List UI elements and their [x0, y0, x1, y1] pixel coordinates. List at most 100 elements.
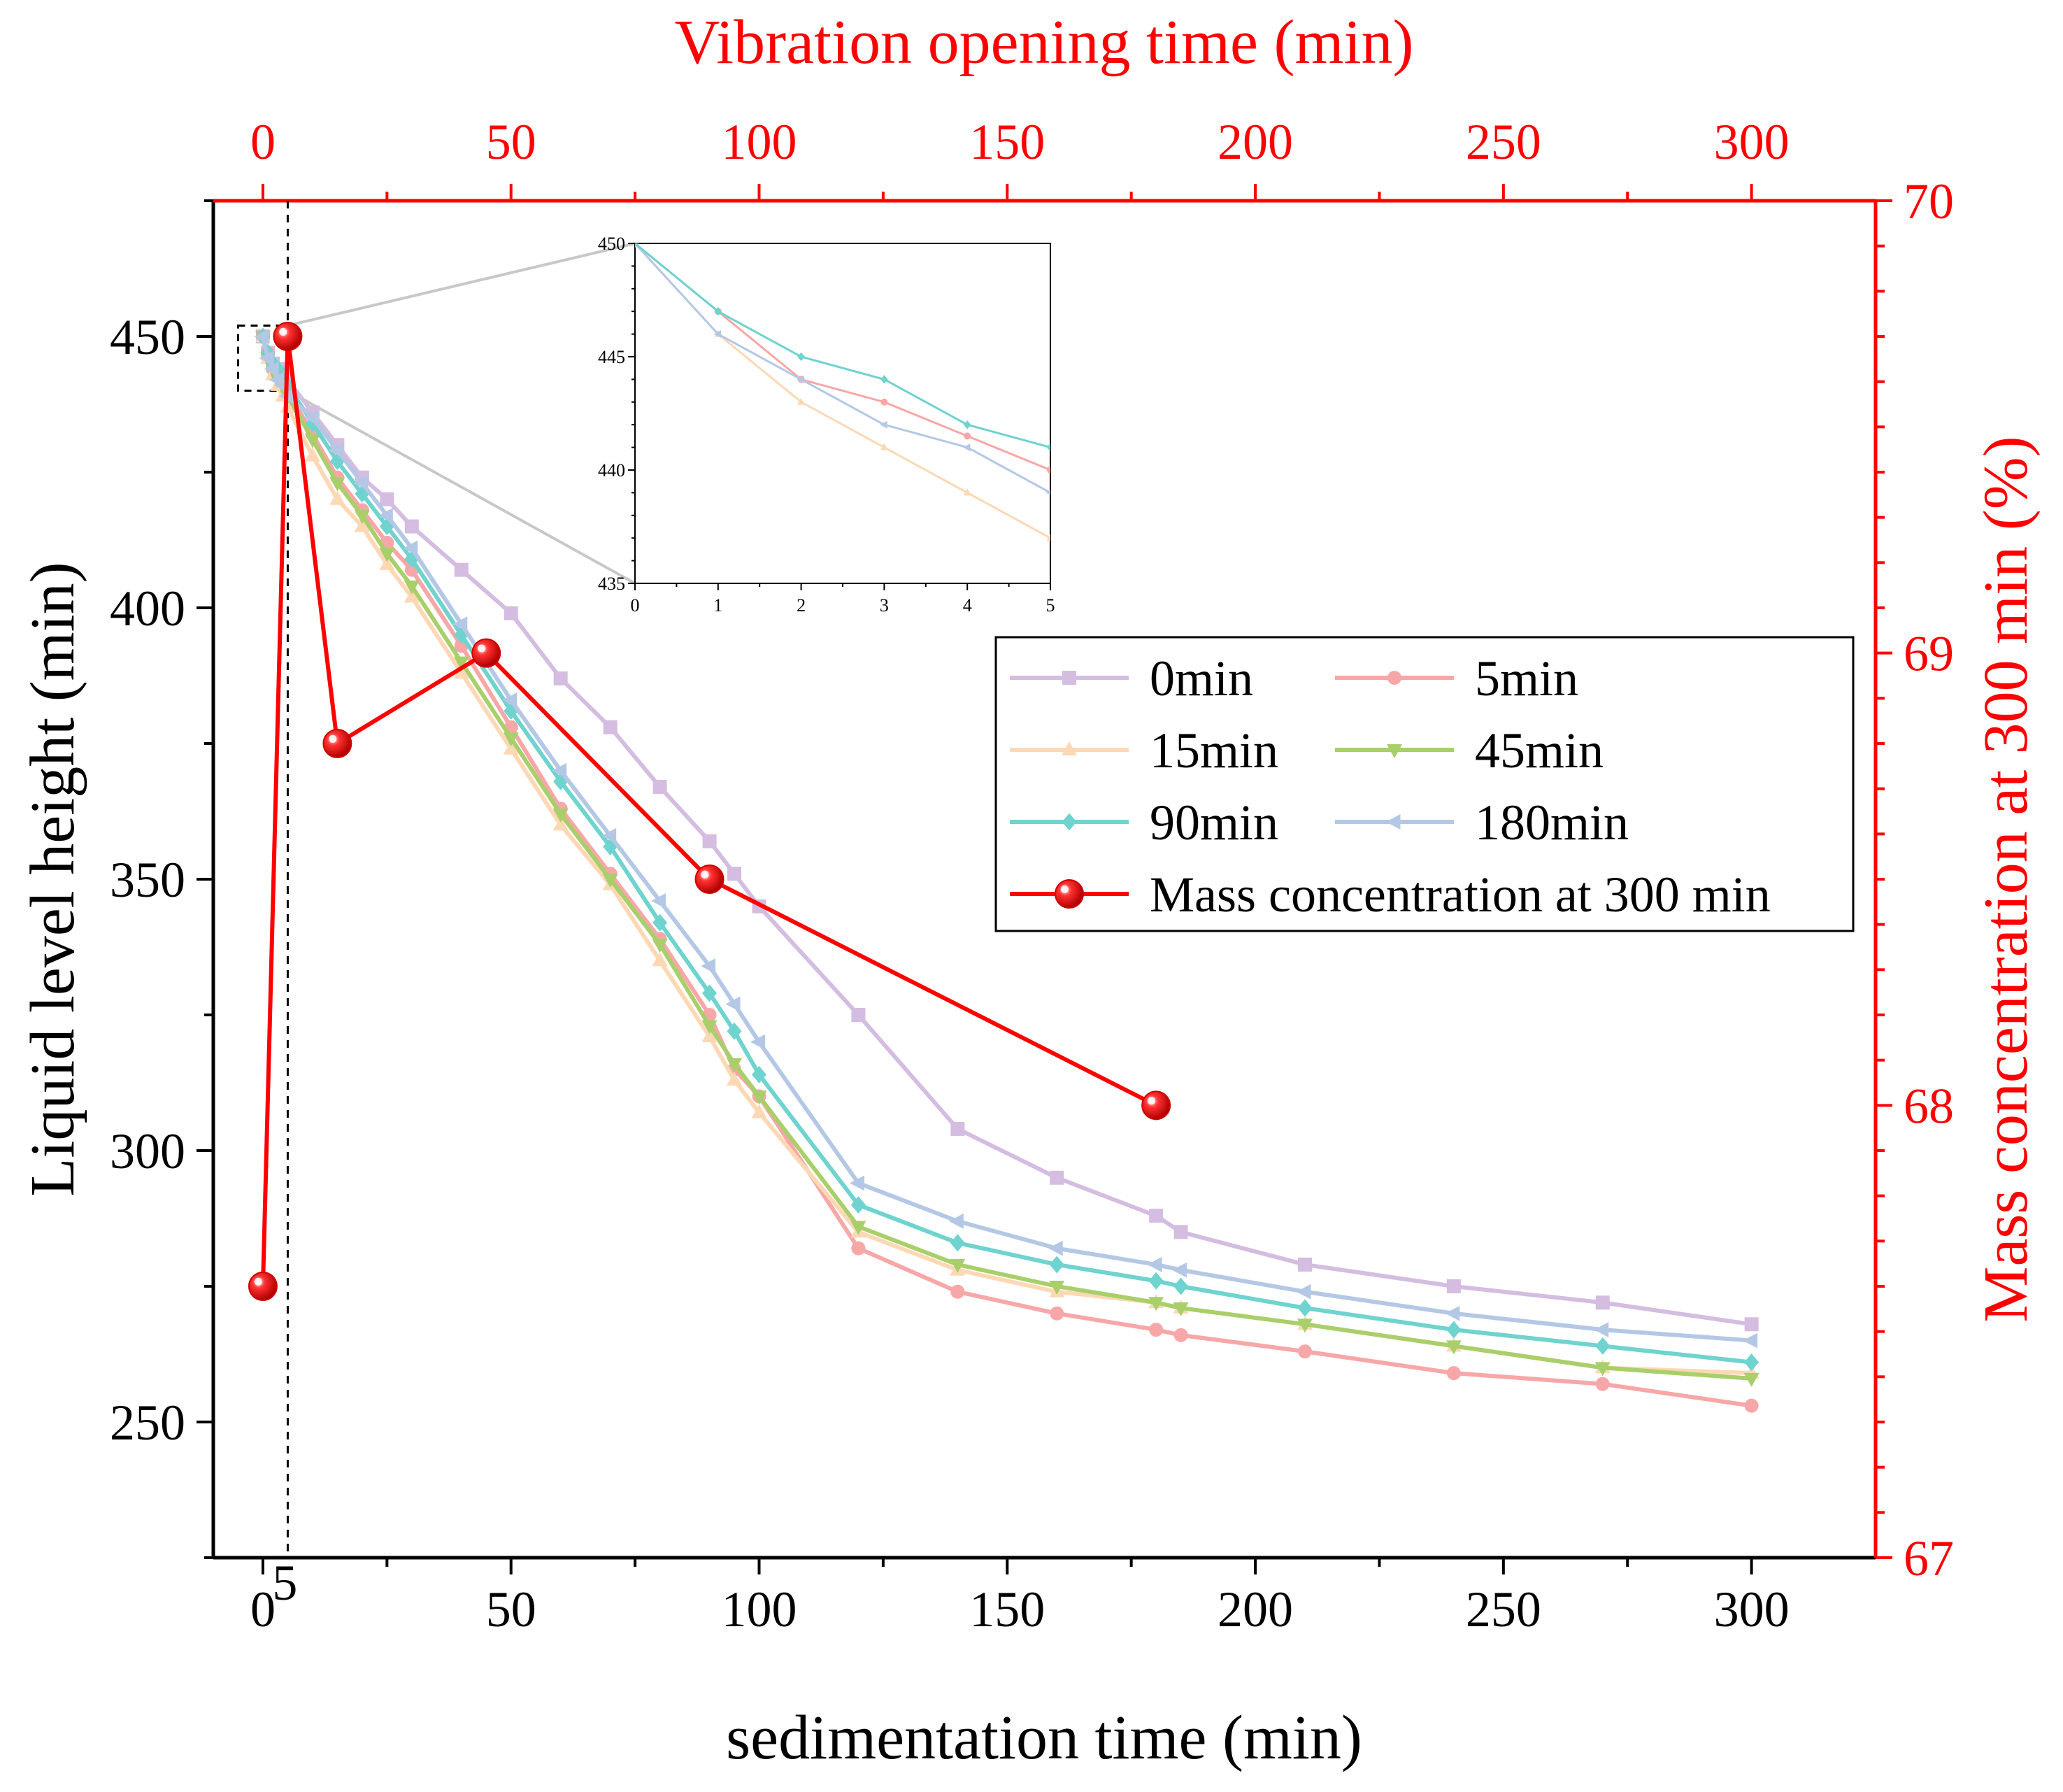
data-point-45min: [354, 510, 370, 525]
data-point-0min: [1595, 1295, 1610, 1310]
data-point-0min: [380, 492, 394, 506]
data-point-45min: [404, 580, 420, 595]
data-point-0min: [603, 720, 618, 734]
data-point-180min: [264, 361, 279, 377]
data-point-15min: [652, 952, 668, 967]
data-point-45min: [453, 656, 469, 671]
series-line-mass: [260, 336, 1157, 1287]
data-point-90min: [1744, 1353, 1759, 1372]
x-tick-label: 0: [250, 1581, 276, 1637]
data-point-0min: [851, 1008, 866, 1022]
legend-marker-mass: [1055, 879, 1084, 909]
data-point-45min: [552, 808, 569, 823]
data-point-180min: [254, 329, 269, 344]
data-point-mass: [694, 865, 724, 894]
inset-y-tick-label: 440: [598, 460, 625, 481]
data-point-0min: [1298, 1257, 1313, 1272]
legend-entry-mass: Mass concentration at 300 min: [1010, 867, 1771, 923]
data-point-5min: [1298, 1344, 1313, 1359]
inset-data-point-15min: [797, 397, 806, 405]
inset-y-tick-label: 435: [598, 574, 625, 594]
inset-data-point-90min: [797, 352, 805, 362]
legend-box: [994, 636, 1855, 932]
sphere-marker-body: [248, 1272, 278, 1301]
inset-x-tick-label: 3: [880, 595, 889, 616]
sphere-marker-body: [471, 638, 501, 668]
sphere-marker-highlight: [254, 1277, 262, 1286]
data-point-180min: [378, 508, 393, 524]
sphere-marker-body: [1141, 1090, 1171, 1121]
y-tick-label: 300: [110, 1123, 185, 1179]
data-point-90min: [752, 1065, 767, 1083]
inset-data-point-180min: [880, 420, 887, 429]
data-point-180min: [353, 475, 369, 491]
legend-label-0min: 0min: [1150, 650, 1253, 706]
legend-marker-15min: [1062, 741, 1077, 755]
data-point-15min: [354, 518, 370, 532]
data-point-90min: [1148, 1272, 1164, 1290]
sphere-marker-highlight: [1147, 1097, 1156, 1105]
data-point-5min: [1149, 1323, 1164, 1337]
y-tick-label: 250: [110, 1395, 185, 1451]
legend-entry-5min: 5min: [1335, 650, 1578, 706]
data-point-0min: [504, 606, 518, 620]
mass-series-layer: [248, 322, 1171, 1301]
data-point-45min: [701, 1020, 718, 1034]
sphere-marker-highlight: [279, 327, 287, 336]
legend-entry-45min: 45min: [1335, 723, 1604, 778]
inset-series-group: [635, 243, 1050, 541]
inset-series-line-180min: [635, 243, 1050, 494]
x-tick-label: 250: [1466, 1581, 1541, 1637]
sphere-marker-highlight: [329, 734, 337, 743]
inset-data-point-180min: [713, 330, 722, 339]
legend-label-5min: 5min: [1475, 650, 1578, 706]
sphere-marker-body: [273, 322, 303, 351]
inset-data-point-90min: [714, 306, 722, 316]
data-point-mass: [273, 322, 303, 351]
zoom-connector-top: [287, 242, 636, 327]
x-top-tick-label: 300: [1714, 114, 1790, 170]
data-point-0min: [702, 834, 717, 848]
inset-x-tick-label: 0: [631, 595, 640, 616]
data-point-45min: [727, 1058, 743, 1072]
sphere-marker-highlight: [478, 644, 486, 653]
data-point-0min: [1173, 1225, 1188, 1239]
y-right-axis-title: Mass concentration at 300 min (%): [1971, 436, 2041, 1322]
data-point-15min: [727, 1072, 743, 1086]
y-axis-title: Liquid level height (min): [18, 562, 87, 1196]
data-point-5min: [851, 1241, 866, 1256]
zoom-connector-bottom: [287, 389, 636, 585]
legend-entry-0min: 0min: [1010, 650, 1253, 706]
data-point-90min: [727, 1022, 742, 1040]
y-right-tick-label: 67: [1904, 1530, 1954, 1586]
inset-data-point-90min: [880, 375, 888, 384]
x-top-tick-label: 100: [722, 114, 797, 170]
data-point-180min: [1445, 1305, 1460, 1321]
inset-data-point-15min: [880, 443, 888, 450]
data-point-180min: [304, 410, 319, 426]
data-point-5min: [1050, 1306, 1064, 1321]
y-tick-label: 450: [110, 309, 185, 365]
data-point-0min: [727, 867, 742, 881]
inset-x-tick-label: 5: [1046, 595, 1055, 616]
inset-data-point-180min: [797, 375, 804, 383]
inset-data-point-90min: [963, 420, 971, 429]
data-point-15min: [379, 555, 395, 570]
x-extra-tick-label: 5: [272, 1555, 297, 1611]
data-point-45min: [503, 732, 519, 747]
inset-data-point-15min: [963, 488, 971, 496]
data-point-45min: [1743, 1372, 1759, 1387]
data-point-45min: [1445, 1340, 1462, 1355]
data-point-45min: [751, 1090, 767, 1105]
legend-entry-180min: 180min: [1335, 795, 1629, 851]
data-point-180min: [948, 1213, 964, 1229]
data-point-5min: [950, 1284, 965, 1299]
data-point-180min: [328, 442, 343, 458]
data-point-mass: [471, 638, 501, 668]
data-point-0min: [1050, 1170, 1064, 1185]
sphere-marker-highlight: [701, 870, 709, 879]
data-point-45min: [1173, 1302, 1189, 1317]
legend-label-45min: 45min: [1475, 723, 1604, 778]
data-point-0min: [1149, 1209, 1164, 1223]
